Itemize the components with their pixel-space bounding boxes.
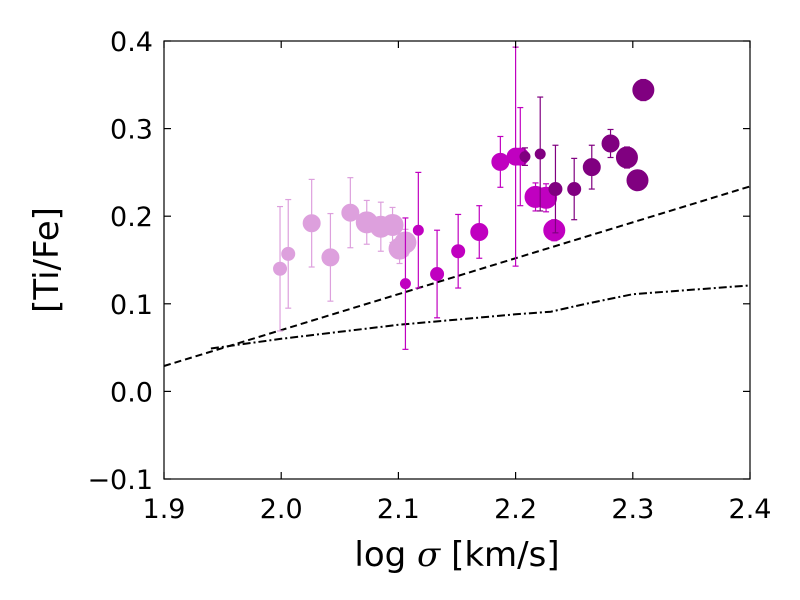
data-point-medium — [543, 219, 566, 242]
data-point-dark — [615, 146, 638, 169]
data-point-medium — [399, 278, 411, 290]
x-tick-label: 2.2 — [494, 494, 537, 525]
data-point-medium — [430, 267, 445, 282]
dashed-model-line — [163, 185, 751, 367]
data-point-light — [321, 248, 340, 267]
x-tick-label: 2.3 — [611, 494, 654, 525]
y-tick-label: 0.1 — [110, 290, 153, 321]
model-lines — [163, 185, 751, 367]
data-point-light — [381, 213, 404, 236]
data-point-dark — [601, 134, 620, 153]
x-tick-label: 1.9 — [143, 494, 186, 525]
x-tick-label: 2.4 — [729, 494, 772, 525]
plot-frame — [163, 40, 751, 480]
data-point-dark — [519, 151, 531, 163]
data-point-dark — [567, 182, 582, 197]
data-point-medium — [491, 152, 510, 171]
tick-labels: 1.9 2.0 2.1 2.2 2.3 2.4 −0.1 0.0 0.1 0.2 0.3 0.4 — [87, 27, 771, 525]
data-point-dark — [632, 79, 655, 102]
data-point-medium — [412, 224, 424, 236]
x-tick-label: 2.0 — [260, 494, 303, 525]
data-point-light — [281, 246, 296, 261]
y-tick-label: 0.3 — [110, 115, 153, 146]
data-point-light — [302, 214, 321, 233]
data-point-light — [273, 261, 288, 276]
y-axis-label: [Ti/Fe] — [27, 207, 67, 313]
data-point-medium — [470, 222, 489, 241]
y-tick-label: −0.1 — [87, 465, 153, 496]
data-point-dark — [626, 169, 649, 192]
y-tick-label: 0.2 — [110, 202, 153, 233]
data-point-light — [341, 203, 360, 222]
dashdot-model-line — [210, 284, 751, 350]
x-axis-label: log σ [km/s] — [354, 535, 559, 575]
axis-ticks — [163, 40, 751, 480]
data-point-medium — [451, 244, 466, 259]
data-point-dark — [582, 158, 601, 177]
data-point-dark — [534, 148, 546, 160]
y-tick-label: 0.0 — [110, 377, 153, 408]
data-points — [273, 46, 655, 350]
y-tick-label: 0.4 — [110, 27, 153, 58]
data-point-dark — [548, 182, 563, 197]
x-tick-label: 2.1 — [377, 494, 420, 525]
